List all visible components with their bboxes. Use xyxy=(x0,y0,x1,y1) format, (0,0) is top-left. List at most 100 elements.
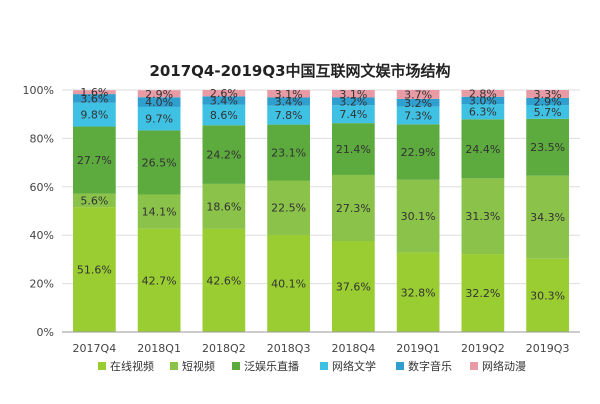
segment-value-label: 2.9% xyxy=(534,95,562,108)
segment-value-label: 24.2% xyxy=(206,149,241,162)
legend-swatch xyxy=(170,362,178,370)
legend-label: 网络文学 xyxy=(332,359,376,373)
segment-value-label: 3.7% xyxy=(404,88,432,101)
x-tick-label: 2018Q2 xyxy=(202,342,246,355)
bars xyxy=(73,90,569,332)
segment-value-label: 21.4% xyxy=(336,143,371,156)
bar-segment xyxy=(137,106,181,131)
bar-segment xyxy=(332,241,375,332)
bar-segment xyxy=(526,258,569,332)
bar-segment xyxy=(267,234,310,332)
bar-segment xyxy=(202,228,246,332)
segment-value-label: 3.0% xyxy=(469,94,497,107)
bar-segment xyxy=(396,252,440,332)
bar-segment xyxy=(332,105,375,124)
y-tick-label: 100% xyxy=(23,84,54,97)
bar-segment xyxy=(332,123,375,175)
legend-label: 网络动漫 xyxy=(482,359,526,373)
y-tick-label: 60% xyxy=(30,181,54,194)
bar-segment xyxy=(396,98,440,107)
bar-segment xyxy=(73,94,116,103)
bar-segment xyxy=(73,90,116,95)
data-labels: 51.6% 5.6% 27.7% 9.8% 3.6%1.6% 42.7% 14.1% 26.5… xyxy=(77,86,565,302)
segment-value-label: 23.1% xyxy=(271,147,306,160)
bar-segment xyxy=(396,90,440,99)
segment-value-label: 34.3% xyxy=(530,211,565,224)
segment-value-label: 42.6% xyxy=(206,274,241,287)
bar-segment xyxy=(73,207,116,332)
segment-value-label: 5.6% xyxy=(80,194,108,207)
legend-label: 泛娱乐直播 xyxy=(244,359,299,373)
bar-segment xyxy=(267,105,310,125)
segment-value-label: 31.3% xyxy=(465,210,500,223)
x-tick-label: 2018Q3 xyxy=(267,342,311,355)
segment-value-label: 3.6% xyxy=(80,92,108,105)
legend-swatch xyxy=(98,362,106,370)
bar-segment xyxy=(202,125,246,184)
bar-segment xyxy=(332,90,375,98)
legend-swatch xyxy=(320,362,328,370)
bar-segment xyxy=(73,193,116,208)
bar-segment xyxy=(526,90,569,98)
bar-segment xyxy=(267,124,310,181)
legend-swatch xyxy=(470,362,478,370)
segment-value-label: 6.3% xyxy=(469,106,497,119)
bar-segment xyxy=(137,97,181,107)
bar-segment xyxy=(73,102,116,127)
bar-segment xyxy=(332,97,375,106)
bar-segment xyxy=(396,179,440,253)
bar-segment xyxy=(461,96,505,105)
legend-label: 数字音乐 xyxy=(408,359,452,373)
axes: 0% 20% 40% 60% 80% 100% 2017Q4 2018Q1 2018Q2 2018… xyxy=(23,84,580,355)
bar-segment xyxy=(202,104,246,126)
bar-segment xyxy=(396,106,440,125)
segment-value-label: 32.2% xyxy=(465,287,500,300)
bar-segment xyxy=(73,126,116,194)
segment-value-label: 42.7% xyxy=(142,274,177,287)
segment-value-label: 3.1% xyxy=(275,88,303,101)
segment-value-label: 4.0% xyxy=(145,96,173,109)
bar-segment xyxy=(267,97,310,106)
segment-value-label: 26.5% xyxy=(142,156,177,169)
segment-value-label: 22.5% xyxy=(271,202,306,215)
segment-value-label: 23.5% xyxy=(530,141,565,154)
segment-value-label: 7.4% xyxy=(339,108,367,121)
x-tick-label: 2017Q4 xyxy=(73,342,117,355)
x-tick-label: 2019Q2 xyxy=(461,342,505,355)
bar-segment xyxy=(202,183,246,229)
x-tick-label: 2018Q1 xyxy=(137,342,181,355)
segment-value-label: 51.6% xyxy=(77,264,112,277)
segment-value-label: 24.4% xyxy=(465,143,500,156)
x-tick-label: 2019Q3 xyxy=(526,342,570,355)
segment-value-label: 27.7% xyxy=(77,154,112,167)
bar-segment xyxy=(461,90,505,97)
segment-value-label: 9.8% xyxy=(80,109,108,122)
x-tick-label: 2018Q4 xyxy=(332,342,376,355)
segment-value-label: 32.8% xyxy=(401,286,436,299)
bar-segment xyxy=(137,130,181,195)
segment-value-label: 22.9% xyxy=(401,146,436,159)
segment-value-label: 3.3% xyxy=(534,88,562,101)
segment-value-label: 2.6% xyxy=(210,87,238,100)
segment-value-label: 18.6% xyxy=(206,200,241,213)
segment-value-label: 1.6% xyxy=(80,86,108,99)
bar-segment xyxy=(332,174,375,242)
segment-value-label: 9.7% xyxy=(145,113,173,126)
bar-segment xyxy=(267,180,310,235)
segment-value-label: 7.8% xyxy=(275,109,303,122)
segment-value-label: 14.1% xyxy=(142,206,177,219)
y-tick-label: 0% xyxy=(37,326,54,339)
legend-swatch xyxy=(232,362,240,370)
bar-segment xyxy=(461,119,505,179)
bar-segment xyxy=(461,104,505,120)
legend-swatch xyxy=(396,362,404,370)
segment-value-label: 8.6% xyxy=(210,109,238,122)
bar-segment xyxy=(202,96,246,105)
bar-segment xyxy=(526,118,569,176)
legend: 在线视频 短视频 泛娱乐直播 网络文学 数字音乐 网络动漫 xyxy=(98,359,526,373)
bar-segment xyxy=(461,178,505,255)
y-tick-label: 80% xyxy=(30,132,54,145)
segment-value-label: 40.1% xyxy=(271,277,306,290)
